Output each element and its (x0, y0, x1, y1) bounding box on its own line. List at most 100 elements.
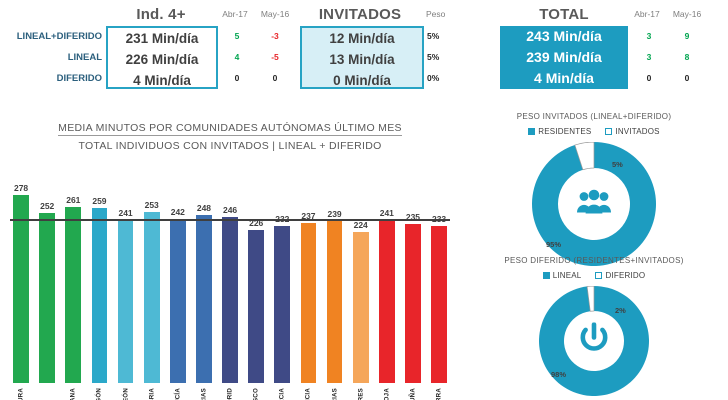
donut1-legend: RESIDENTES INVITADOS (460, 127, 728, 136)
bar-rect (222, 216, 238, 383)
delta-row: 3 8 (630, 47, 706, 68)
bar-chart-plot: 278 252 261 259 241 253 242 248 246 226 232 237 239 2… (8, 166, 452, 400)
donut2-graphic: 98% 2% (539, 286, 649, 396)
bar-column: 226 (243, 166, 269, 386)
category-column: NAVARRA (426, 388, 452, 400)
bar-column: 235 (400, 166, 426, 386)
bar-value-label: 278 (13, 183, 29, 194)
category-column: LA RIOJA (374, 388, 400, 400)
kpi-header-invitados: INVITADOS (318, 6, 402, 23)
category-label: CASTILLA LEÓN (122, 388, 129, 400)
donut-slice (532, 142, 656, 266)
bar-rect (143, 212, 160, 383)
legend-label-diferido: DIFERIDO (605, 271, 646, 280)
bar-column: 233 (426, 166, 452, 386)
category-label: MURCIA (279, 388, 286, 400)
bar-column: 248 (191, 166, 217, 386)
bar-rect (39, 212, 56, 383)
donut-slice (586, 286, 595, 312)
total-delta-abr-2: 0 (646, 73, 652, 83)
ind-delta-abr-2: 0 (234, 73, 240, 83)
bar-value-label: 241 (118, 208, 133, 219)
bar-value-label: 242 (170, 207, 185, 218)
ind-value-lineal-diferido: 231 Min/día (125, 31, 199, 46)
category-column: C. VALENCIANA (60, 388, 86, 400)
bar-value-label: 241 (379, 208, 394, 219)
legend-item-diferido[interactable]: DIFERIDO (595, 271, 645, 280)
bar-chart-subtitle: TOTAL INDIVIDUOS CON INVITADOS | LINEAL … (78, 140, 382, 152)
donut1-value-residentes: 95% (546, 240, 562, 249)
bar-column: 224 (348, 166, 374, 386)
ind-delta-abr-1: 4 (234, 52, 240, 62)
invitados-value-lineal-diferido: 12 Min/día (329, 31, 395, 46)
category-column: CASTILLA LEÓN (113, 388, 139, 400)
legend-item-invitados[interactable]: INVITADOS (605, 127, 660, 136)
bar-column: 253 (139, 166, 165, 386)
bar-value-label: 233 (426, 214, 452, 224)
bar-column: 278 (8, 166, 34, 386)
donut1-value-invitados: 5% (612, 160, 623, 169)
delta-row: 5 -3 (218, 26, 294, 47)
category-label: MADRID (227, 388, 234, 400)
donut1-graphic: 95% 5% (532, 142, 656, 266)
reference-line (10, 218, 450, 221)
donut2-value-diferido: 2% (615, 306, 626, 315)
bar-rect (169, 219, 186, 383)
delta-row: 0 0 (218, 68, 294, 89)
bar-column: 259 (86, 166, 112, 386)
kpi-panel: Ind. 4+ Abr-17 May-16 INVITADOS Peso TOT… (0, 0, 728, 96)
category-column: CANTABRIA (139, 388, 165, 400)
legend-label-invitados: INVITADOS (615, 127, 660, 136)
bar-value-label: 261 (66, 194, 81, 205)
donut2-legend: LINEAL DIFERIDO (460, 271, 728, 280)
bar-rect (91, 207, 108, 383)
bar-rect (326, 221, 343, 383)
legend-swatch-icon (595, 272, 603, 279)
power-icon (579, 322, 609, 360)
category-label: CANTABRIA (148, 388, 155, 400)
bar-value-label: 237 (301, 210, 316, 221)
bar-rect (352, 231, 369, 383)
row-label-diferido: DIFERIDO (56, 73, 102, 84)
donut-slice (574, 142, 595, 171)
kpi-header-abr-ind: Abr-17 (222, 9, 248, 19)
kpi-header-may-ind: May-16 (260, 9, 290, 19)
category-column: ARAGÓN (86, 388, 112, 400)
peso-value-0: 5% (427, 31, 440, 41)
donut1-title: PESO INVITADOS (LINEAL+DIFERIDO) (516, 112, 672, 121)
ind-value-lineal: 226 Min/día (125, 52, 199, 67)
legend-item-residentes[interactable]: RESIDENTES (528, 127, 591, 136)
delta-row: 0 0 (630, 68, 706, 89)
category-column: CATALUÑA (400, 388, 426, 400)
peso-value-2: 0% (427, 73, 440, 83)
kpi-block-ind: 231 Min/día 226 Min/día 4 Min/día (106, 26, 218, 89)
legend-swatch-icon (528, 128, 536, 135)
bar-rect (274, 226, 291, 383)
total-value-lineal: 239 Min/día (526, 49, 602, 65)
kpi-block-invitados: 12 Min/día 13 Min/día 0 Min/día (300, 26, 424, 89)
kpi-header-may-total: May-16 (672, 9, 702, 19)
bar-rect (300, 222, 317, 383)
total-value-lineal-diferido: 243 Min/día (526, 28, 602, 44)
bar-rect (405, 224, 421, 383)
donut-slice (539, 286, 649, 396)
donut1-svg (532, 142, 656, 266)
bar-value-label: 224 (353, 219, 368, 230)
total-value-diferido: 4 Min/día (534, 70, 594, 86)
total-delta-may-0: 9 (684, 31, 690, 41)
category-label: P.VASCO (253, 388, 260, 400)
peso-value-1: 5% (427, 52, 440, 62)
category-label: NAVARRA (436, 388, 443, 400)
category-column: CASTILLA LA MANCHA (34, 388, 60, 400)
bar-value-label: 252 (40, 200, 55, 211)
bar-column: 239 (322, 166, 348, 386)
category-label: ARAGÓN (96, 388, 103, 400)
legend-item-lineal[interactable]: LINEAL (542, 271, 582, 280)
bar-chart: MEDIA MINUTOS POR COMUNIDADES AUTÓNOMAS … (0, 118, 460, 400)
category-label: EXTREMADURA (18, 388, 25, 400)
ind-delta-may-1: -5 (271, 52, 279, 62)
kpi-row-labels: LINEAL+DIFERIDO LINEAL DIFERIDO (0, 26, 106, 89)
bar-value-label: 239 (327, 209, 342, 220)
bar-rect (65, 206, 82, 383)
